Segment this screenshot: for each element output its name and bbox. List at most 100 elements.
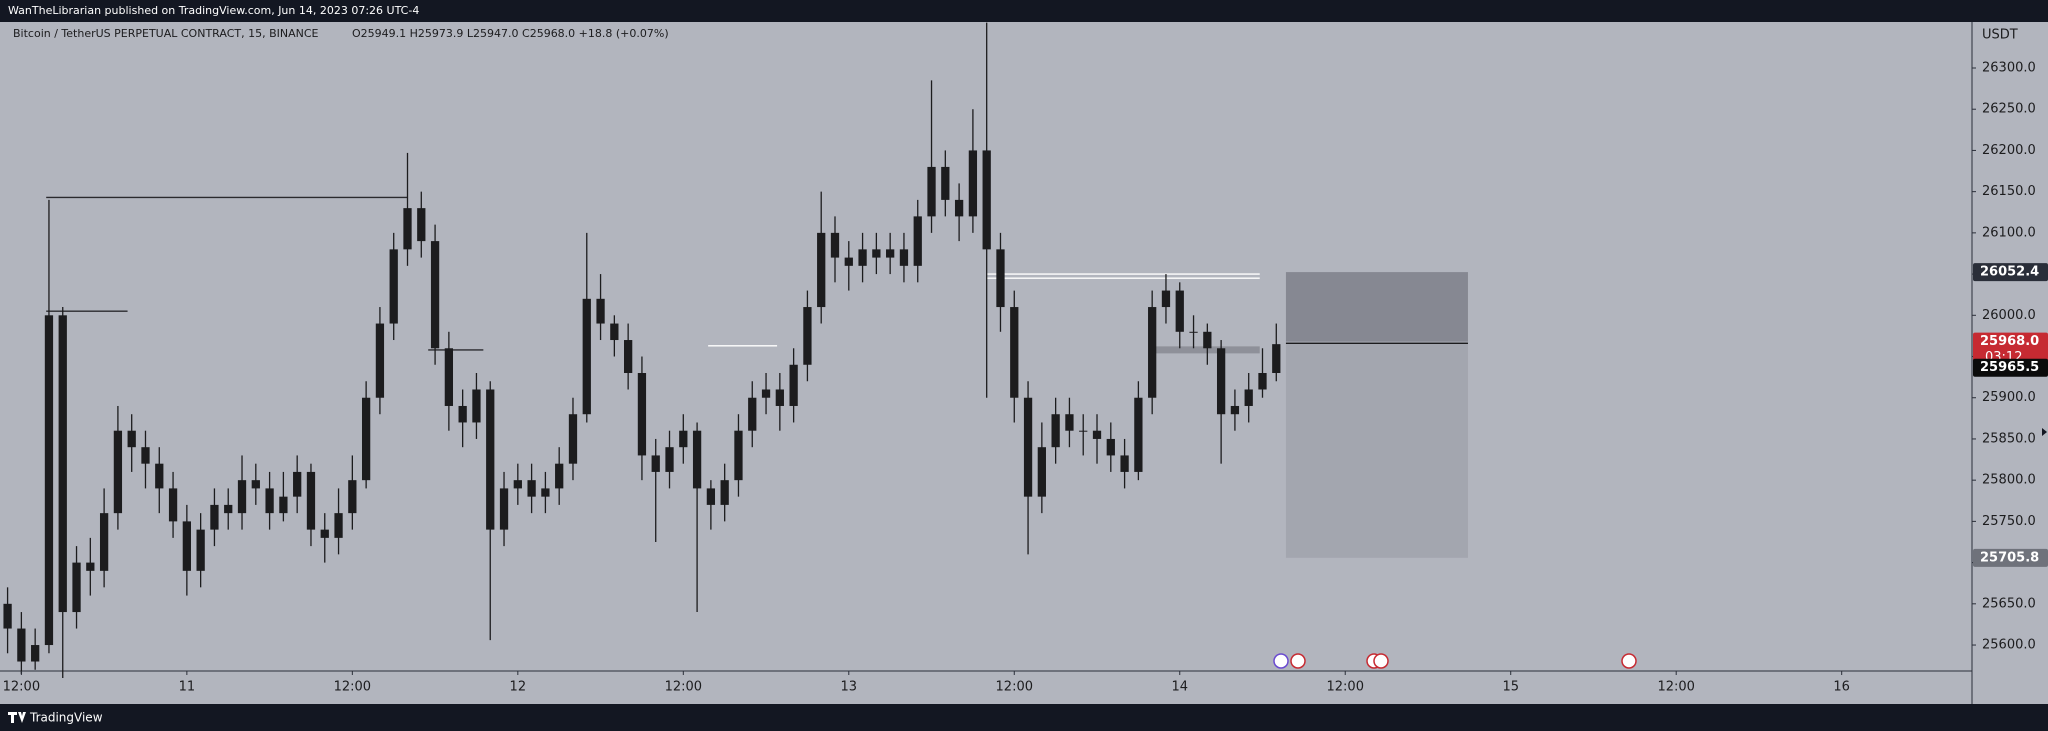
y-tick-label: 26200.0	[1982, 143, 2036, 158]
event-icon	[1273, 653, 1289, 669]
candle-body	[1216, 348, 1226, 415]
candle-body	[1272, 344, 1281, 374]
candle-body	[872, 249, 881, 258]
candle-body	[320, 529, 329, 538]
candle-body	[775, 389, 784, 406]
x-tick-label: 12:00	[996, 680, 1033, 695]
x-tick-label: 12:00	[3, 680, 40, 695]
candle-body	[968, 150, 978, 217]
candle-body	[568, 414, 578, 464]
event-icon	[1373, 653, 1389, 669]
y-tick-label: 26000.0	[1982, 308, 2036, 323]
candle-body	[403, 208, 412, 250]
candle-body	[927, 166, 936, 217]
price-tag-label: 25968.0	[1980, 334, 2039, 349]
candle-body	[692, 430, 702, 489]
y-tick-label: 25650.0	[1982, 596, 2036, 611]
candle-body	[141, 447, 150, 464]
candle-body	[1175, 290, 1184, 332]
candle-body	[789, 364, 798, 406]
candle-body	[541, 488, 550, 497]
candle-body	[417, 208, 426, 242]
candle-body	[844, 257, 853, 266]
y-tick-label: 26100.0	[1982, 225, 2036, 240]
candle-body	[610, 323, 619, 341]
candle-body	[1092, 430, 1102, 439]
y-tick-label: 25800.0	[1982, 473, 2036, 488]
plot-area	[3, 22, 1468, 679]
candle-body	[954, 199, 964, 217]
candle-body	[596, 298, 605, 324]
candle-body	[265, 488, 274, 514]
candle-body	[679, 430, 688, 448]
candle-body	[196, 529, 205, 571]
candle-body	[31, 645, 40, 662]
candle-body	[720, 480, 729, 505]
candle-body	[637, 373, 647, 456]
candle-body	[486, 389, 495, 530]
candle-body	[803, 307, 812, 365]
price-tag	[1973, 332, 2048, 367]
price-tag	[1973, 358, 2048, 377]
event-icon	[1290, 653, 1306, 669]
candle-body	[582, 298, 591, 415]
tradingview-logo	[8, 712, 26, 723]
candle-body	[1106, 438, 1115, 456]
candle-body	[237, 480, 247, 514]
candle-body	[210, 504, 219, 530]
event-icon	[1621, 653, 1637, 669]
candle-body	[1120, 455, 1129, 472]
candle-body	[624, 340, 633, 374]
candle-body	[72, 562, 81, 613]
candle-body	[168, 488, 178, 522]
candle-body	[86, 562, 95, 571]
candle-body	[1010, 307, 1019, 398]
candle-body	[651, 455, 660, 472]
candle-body	[913, 216, 922, 266]
candle-body	[430, 241, 440, 349]
candle-body	[458, 405, 467, 423]
price-tag-label: 25705.8	[1980, 550, 2039, 565]
candle-body	[334, 513, 343, 538]
y-unit: USDT	[1982, 28, 2018, 43]
x-tick-label: 12:00	[665, 680, 702, 695]
candle-body	[886, 249, 895, 258]
candle-body	[224, 504, 233, 514]
candle-body	[389, 249, 398, 324]
candle-body	[734, 430, 743, 481]
candle-body	[748, 397, 757, 431]
candle-body	[1023, 397, 1033, 497]
candle-body	[1037, 447, 1046, 497]
candle-body	[899, 249, 909, 266]
candle-body	[444, 348, 454, 406]
y-tick-label: 25850.0	[1982, 431, 2036, 446]
chart-title: Bitcoin / TetherUS PERPETUAL CONTRACT, 1…	[13, 27, 319, 40]
x-tick-label: 11	[179, 680, 196, 695]
candle-body	[1230, 405, 1240, 415]
candle-body	[817, 232, 826, 308]
x-tick-label: 12:00	[334, 680, 371, 695]
y-tick-label: 25600.0	[1982, 638, 2036, 653]
candle-body	[44, 315, 54, 646]
candle-body	[665, 447, 674, 472]
axis-marker	[2042, 428, 2047, 436]
position-box-target	[1285, 272, 1468, 342]
candle-body	[527, 480, 536, 497]
ohlc-legend: O25949.1 H25973.9 L25947.0 C25968.0 +18.…	[352, 27, 669, 40]
candle-body	[306, 471, 316, 530]
candle-body	[17, 628, 26, 662]
candle-body	[251, 480, 260, 489]
candle-body	[1051, 414, 1060, 448]
candle-body	[1161, 290, 1171, 308]
header-text: WanTheLibrarian published on TradingView…	[8, 4, 419, 17]
candle-body	[127, 430, 136, 448]
candle-body	[113, 430, 123, 514]
candle-body	[555, 463, 564, 489]
y-tick-label: 25750.0	[1982, 514, 2036, 529]
candle-body	[761, 389, 771, 398]
candle-body	[293, 471, 302, 497]
price-tag-label: 25965.5	[1980, 360, 2039, 375]
candle-body	[1203, 331, 1212, 349]
